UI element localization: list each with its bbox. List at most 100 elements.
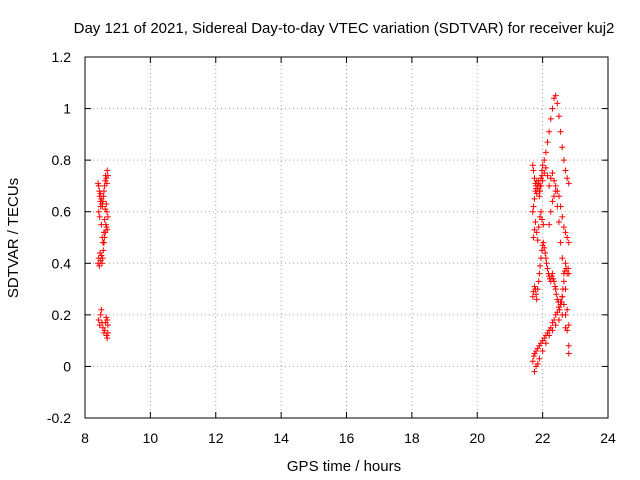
y-tick-label: 0.6	[52, 204, 72, 220]
x-tick-label: 16	[339, 430, 355, 446]
axis-ticks	[84, 56, 609, 419]
data-point	[552, 182, 559, 189]
data-point	[546, 221, 553, 228]
y-tick-label: 1	[63, 101, 71, 117]
data-point	[537, 182, 544, 189]
data-point	[564, 175, 571, 182]
data-point	[565, 265, 572, 272]
data-point	[95, 208, 102, 215]
data-point	[549, 198, 556, 205]
data-point	[98, 252, 105, 259]
x-tick-labels: 8 10 12 14 16 18 20 22 24	[81, 430, 616, 446]
y-tick-label: 0.2	[52, 307, 72, 323]
data-point	[98, 306, 105, 313]
x-tick-label: 12	[208, 430, 224, 446]
data-point	[565, 350, 572, 357]
data-point	[544, 139, 551, 146]
data-point	[552, 283, 559, 290]
data-point	[97, 203, 104, 210]
data-point	[530, 167, 537, 174]
data-point	[100, 247, 107, 254]
data-point	[565, 239, 572, 246]
data-point	[99, 198, 106, 205]
data-point	[554, 309, 561, 316]
data-point	[530, 203, 537, 210]
data-point	[531, 175, 538, 182]
data-point	[98, 260, 105, 267]
data-point	[104, 172, 111, 179]
data-point	[103, 200, 110, 207]
data-point	[529, 293, 536, 300]
data-point	[542, 149, 549, 156]
data-point	[97, 249, 104, 256]
data-point	[101, 216, 108, 223]
data-point	[546, 128, 553, 135]
data-point	[103, 180, 110, 187]
data-point	[564, 234, 571, 241]
data-point	[544, 265, 551, 272]
data-point	[104, 329, 111, 336]
data-point	[541, 244, 548, 251]
data-point	[100, 229, 107, 236]
data-point	[104, 322, 111, 329]
data-point	[536, 355, 543, 362]
data-point	[100, 188, 107, 195]
data-point	[533, 291, 540, 298]
data-point	[96, 262, 103, 269]
y-tick-labels: -0.2 0 0.2 0.4 0.6 0.8 1 1.2	[47, 49, 71, 426]
data-point	[98, 221, 105, 228]
data-point	[548, 273, 555, 280]
data-point	[103, 332, 110, 339]
data-point	[534, 286, 541, 293]
data-point	[560, 301, 567, 308]
data-point	[532, 219, 539, 226]
x-tick-label: 22	[535, 430, 551, 446]
data-point	[555, 304, 562, 311]
x-tick-label: 18	[404, 430, 420, 446]
data-point	[562, 229, 569, 236]
data-point	[104, 226, 111, 233]
data-point	[559, 144, 566, 151]
data-point	[542, 255, 549, 262]
data-point	[547, 175, 554, 182]
data-point	[562, 167, 569, 174]
data-point	[555, 219, 562, 226]
data-point	[554, 203, 561, 210]
data-point	[549, 170, 556, 177]
data-point	[539, 347, 546, 354]
data-point	[555, 317, 562, 324]
data-point	[95, 180, 102, 187]
data-point	[546, 332, 553, 339]
y-tick-label: 0.8	[52, 152, 72, 168]
y-tick-label: 1.2	[52, 49, 72, 65]
data-point	[533, 229, 540, 236]
data-point	[554, 100, 561, 107]
data-point	[557, 128, 564, 135]
data-point	[104, 167, 111, 174]
data-point	[550, 275, 557, 282]
data-point	[537, 208, 544, 215]
data-point	[547, 115, 554, 122]
data-point	[99, 255, 106, 262]
data-point	[533, 190, 540, 197]
data-point	[536, 270, 543, 277]
data-point	[552, 92, 559, 99]
data-point	[551, 193, 558, 200]
data-point	[95, 317, 102, 324]
x-tick-label: 8	[81, 430, 89, 446]
data-point	[559, 213, 566, 220]
data-point	[531, 350, 538, 357]
data-point	[97, 190, 104, 197]
data-point	[530, 234, 537, 241]
x-tick-label: 24	[600, 430, 616, 446]
data-point	[536, 193, 543, 200]
data-point	[529, 162, 536, 169]
data-point	[99, 239, 106, 246]
data-point	[537, 188, 544, 195]
data-point	[549, 105, 556, 112]
y-axis-title: SDTVAR / TECUs	[5, 178, 22, 298]
data-point	[547, 208, 554, 215]
data-point	[103, 208, 110, 215]
data-point	[103, 224, 110, 231]
chart-title: Day 121 of 2021, Sidereal Day-to-day VTE…	[74, 20, 615, 37]
